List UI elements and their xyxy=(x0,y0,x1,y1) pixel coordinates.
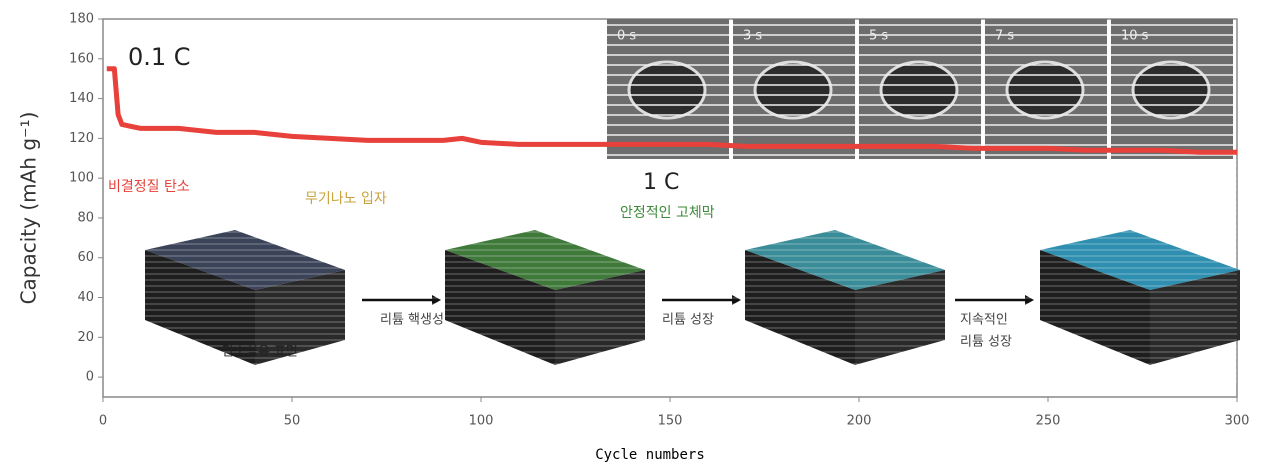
x-tick-label: 150 xyxy=(658,414,683,429)
x-tick-label: 300 xyxy=(1225,414,1250,429)
annotation: 무기나노 입자 xyxy=(305,191,387,207)
chart: 0 s 3 s 5 s 7 s 10 s Capacity (mAh g⁻¹) Cycl… xyxy=(0,0,1261,468)
annotation: 0.1 C xyxy=(128,43,191,71)
y-tick-label: 100 xyxy=(69,171,94,186)
y-tick-label: 120 xyxy=(69,131,94,146)
y-tick-label: 180 xyxy=(69,12,94,27)
annotation: 안정적인 고체막 xyxy=(620,205,715,221)
y-tick-label: 160 xyxy=(69,51,94,66)
annotation: 1 C xyxy=(643,170,679,195)
annotation: 비결정질 탄소 xyxy=(108,179,190,195)
x-tick-label: 250 xyxy=(1036,414,1061,429)
photo-label: 10 s xyxy=(1121,29,1149,44)
photo-label: 3 s xyxy=(743,29,762,44)
photo-label: 7 s xyxy=(995,29,1014,44)
y-tick-label: 40 xyxy=(77,290,94,305)
annotation: 탄소섬유 표면 xyxy=(222,345,298,360)
y-tick-label: 60 xyxy=(77,250,94,265)
photo-droplet xyxy=(755,62,831,118)
photo-label: 5 s xyxy=(869,29,888,44)
annotation: 지속적인 xyxy=(960,313,1008,328)
annotation: 리튬 핵생성 xyxy=(380,313,444,328)
x-tick-label: 100 xyxy=(469,414,494,429)
photo-label: 0 s xyxy=(617,29,636,44)
y-axis-label: Capacity (mAh g⁻¹) xyxy=(17,112,41,305)
photo-droplet xyxy=(1007,62,1083,118)
y-tick-label: 20 xyxy=(77,330,94,345)
x-tick-label: 0 xyxy=(99,414,107,429)
x-tick-label: 50 xyxy=(284,414,301,429)
photo-droplet xyxy=(629,62,705,118)
photo-droplet xyxy=(881,62,957,118)
x-tick-label: 200 xyxy=(847,414,872,429)
y-tick-label: 140 xyxy=(69,91,94,106)
annotation: 리튬 성장 xyxy=(662,313,714,328)
x-axis-label: Cycle numbers xyxy=(595,447,705,463)
y-tick-label: 80 xyxy=(77,210,94,225)
y-tick-label: 0 xyxy=(86,370,94,385)
photo-droplet xyxy=(1133,62,1209,118)
annotation: 리튬 성장 xyxy=(960,335,1012,350)
